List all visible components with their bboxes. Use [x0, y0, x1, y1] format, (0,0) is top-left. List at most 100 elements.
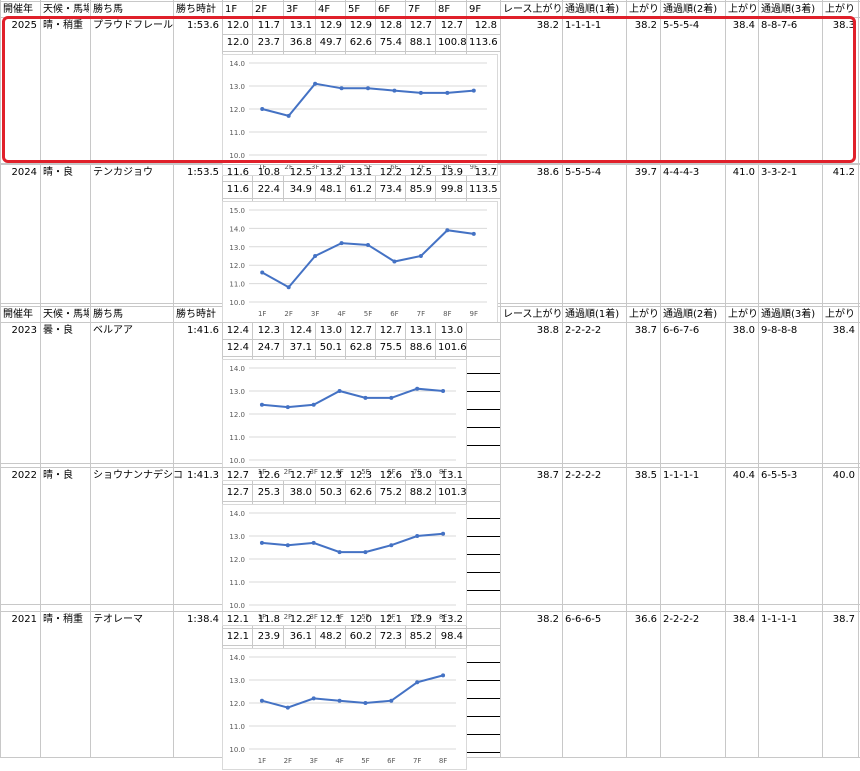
- year-cell[interactable]: 2023: [11, 325, 37, 336]
- cumulative-cell[interactable]: 75.5: [379, 342, 402, 353]
- cumulative-cell[interactable]: 88.6: [409, 342, 432, 353]
- cumulative-cell[interactable]: 50.3: [319, 487, 342, 498]
- lap-cell[interactable]: 12.6: [379, 470, 402, 481]
- cumulative-cell[interactable]: 72.3: [379, 631, 402, 642]
- race-last-cell[interactable]: 38.8: [536, 325, 559, 336]
- year-cell[interactable]: 2021: [11, 614, 37, 625]
- cumulative-cell[interactable]: 36.1: [289, 631, 312, 642]
- last-2nd-cell[interactable]: 38.4: [732, 614, 755, 625]
- header-cell[interactable]: レース上がり: [503, 309, 561, 320]
- cumulative-cell[interactable]: 75.4: [379, 37, 402, 48]
- header-cell[interactable]: 3F: [286, 4, 299, 15]
- header-cell[interactable]: 4F: [318, 4, 331, 15]
- passing-3rd-cell[interactable]: 3-3-2-1: [761, 167, 798, 178]
- cumulative-cell[interactable]: 98.4: [440, 631, 463, 642]
- lap-cell[interactable]: 13.0: [319, 325, 342, 336]
- passing-1st-cell[interactable]: 2-2-2-2: [565, 470, 602, 481]
- passing-2nd-cell[interactable]: 1-1-1-1: [663, 470, 700, 481]
- last-3rd-cell[interactable]: 38.3: [832, 20, 855, 31]
- lap-cell[interactable]: 12.0: [349, 614, 372, 625]
- cumulative-cell[interactable]: 101.6: [438, 342, 467, 353]
- lap-cell[interactable]: 12.4: [289, 325, 312, 336]
- winner-cell[interactable]: テオレーマ: [93, 614, 143, 625]
- cumulative-cell[interactable]: 62.6: [349, 487, 372, 498]
- time-cell[interactable]: 1:53.6: [187, 20, 219, 31]
- cumulative-cell[interactable]: 60.2: [349, 631, 372, 642]
- cumulative-cell[interactable]: 62.8: [349, 342, 372, 353]
- cumulative-cell[interactable]: 38.0: [289, 487, 312, 498]
- cumulative-cell[interactable]: 101.3: [438, 487, 467, 498]
- cumulative-cell[interactable]: 36.8: [289, 37, 312, 48]
- cumulative-cell[interactable]: 113.6: [469, 37, 498, 48]
- lap-cell[interactable]: 12.7: [440, 20, 463, 31]
- weather-cell[interactable]: 曇・良: [43, 325, 73, 336]
- cumulative-cell[interactable]: 100.8: [438, 37, 467, 48]
- lap-cell[interactable]: 13.7: [474, 167, 497, 178]
- cumulative-cell[interactable]: 12.4: [226, 342, 249, 353]
- header-cell[interactable]: 開催年: [3, 309, 33, 320]
- last-3rd-cell[interactable]: 38.7: [832, 614, 855, 625]
- cumulative-cell[interactable]: [469, 630, 497, 644]
- cumulative-cell[interactable]: 48.1: [319, 184, 342, 195]
- passing-1st-cell[interactable]: 1-1-1-1: [565, 20, 602, 31]
- lap-cell[interactable]: 12.1: [319, 614, 342, 625]
- lap-cell[interactable]: 13.1: [440, 470, 463, 481]
- cumulative-cell[interactable]: 75.2: [379, 487, 402, 498]
- cumulative-cell[interactable]: 25.3: [257, 487, 280, 498]
- lap-cell[interactable]: 13.2: [440, 614, 463, 625]
- header-cell[interactable]: 上がり: [728, 309, 757, 320]
- header-cell[interactable]: 天候・馬場: [43, 309, 89, 320]
- last-1st-cell[interactable]: 36.6: [634, 614, 657, 625]
- lap-cell[interactable]: 12.3: [349, 470, 372, 481]
- lap-cell[interactable]: 12.5: [409, 167, 432, 178]
- lap-cell[interactable]: 13.1: [289, 20, 312, 31]
- lap-cell[interactable]: [469, 469, 497, 483]
- last-2nd-cell[interactable]: 38.0: [732, 325, 755, 336]
- lap-cell[interactable]: 11.7: [257, 20, 280, 31]
- header-cell[interactable]: 上がり: [825, 4, 855, 15]
- lap-cell[interactable]: 12.5: [289, 167, 312, 178]
- header-cell[interactable]: 通過順(1着): [565, 4, 620, 15]
- last-2nd-cell[interactable]: 40.4: [732, 470, 755, 481]
- year-cell[interactable]: 2024: [11, 167, 37, 178]
- lap-cell[interactable]: 12.6: [257, 470, 280, 481]
- header-cell[interactable]: 9F: [469, 4, 482, 15]
- lap-cell[interactable]: [469, 324, 497, 338]
- cumulative-cell[interactable]: 73.4: [379, 184, 402, 195]
- race-last-cell[interactable]: 38.7: [536, 470, 559, 481]
- winner-cell[interactable]: プラウドフレール: [93, 20, 173, 31]
- lap-cell[interactable]: 13.0: [440, 325, 463, 336]
- lap-cell[interactable]: 12.9: [409, 614, 432, 625]
- lap-cell[interactable]: 11.8: [257, 614, 280, 625]
- time-cell[interactable]: 1:41.3: [187, 470, 219, 481]
- cumulative-cell[interactable]: 12.1: [226, 631, 249, 642]
- header-cell[interactable]: 上がり: [728, 4, 757, 15]
- cumulative-cell[interactable]: 88.2: [409, 487, 432, 498]
- header-cell[interactable]: 通過順(2着): [663, 4, 718, 15]
- lap-cell[interactable]: 12.9: [349, 20, 372, 31]
- lap-cell[interactable]: 12.3: [319, 470, 342, 481]
- passing-3rd-cell[interactable]: 6-5-5-3: [761, 470, 798, 481]
- passing-1st-cell[interactable]: 2-2-2-2: [565, 325, 602, 336]
- cumulative-cell[interactable]: 99.8: [440, 184, 463, 195]
- race-last-cell[interactable]: 38.2: [536, 614, 559, 625]
- lap-cell[interactable]: 12.7: [379, 325, 402, 336]
- last-3rd-cell[interactable]: 40.0: [832, 470, 855, 481]
- lap-cell[interactable]: 13.0: [409, 470, 432, 481]
- lap-cell[interactable]: 13.9: [440, 167, 463, 178]
- cumulative-cell[interactable]: 50.1: [319, 342, 342, 353]
- cumulative-cell[interactable]: 24.7: [257, 342, 280, 353]
- lap-cell[interactable]: 13.1: [409, 325, 432, 336]
- lap-cell[interactable]: 12.7: [289, 470, 312, 481]
- passing-3rd-cell[interactable]: 9-8-8-8: [761, 325, 798, 336]
- cumulative-cell[interactable]: 37.1: [289, 342, 312, 353]
- lap-cell[interactable]: 12.4: [226, 325, 249, 336]
- last-2nd-cell[interactable]: 41.0: [732, 167, 755, 178]
- cumulative-cell[interactable]: [469, 341, 497, 355]
- header-cell[interactable]: 勝ち馬: [93, 309, 123, 320]
- lap-cell[interactable]: 12.7: [226, 470, 249, 481]
- header-cell[interactable]: 8F: [438, 4, 451, 15]
- cumulative-cell[interactable]: 85.9: [409, 184, 432, 195]
- weather-cell[interactable]: 晴・稍重: [43, 614, 83, 625]
- passing-2nd-cell[interactable]: 6-6-7-6: [663, 325, 700, 336]
